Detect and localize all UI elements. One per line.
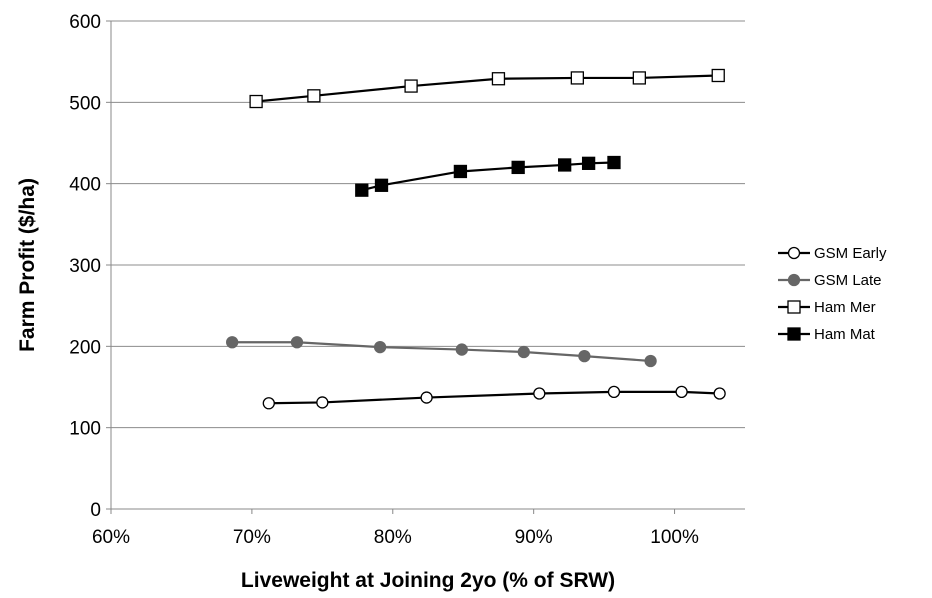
data-point-gsm-late	[644, 354, 657, 368]
data-point-gsm-late	[455, 343, 468, 356]
y-tick-label: 0	[90, 500, 101, 521]
data-point-gsm-late	[226, 336, 239, 349]
data-point-gsm-early	[262, 397, 275, 410]
data-point-gsm-early	[533, 387, 546, 400]
legend: GSM Early GSM Late Ham Mer Ham Mat	[778, 245, 887, 343]
series	[226, 68, 726, 410]
data-point-gsm-early	[713, 387, 726, 400]
legend-item-ham-mat: Ham Mat	[778, 326, 876, 343]
data-point-ham-mat	[511, 160, 525, 175]
legend-marker	[787, 327, 801, 341]
legend-item-gsm-early: GSM Early	[778, 245, 887, 262]
data-point-ham-mer	[570, 71, 584, 85]
x-tick-label: 90%	[515, 527, 553, 548]
legend-item-gsm-late: GSM Late	[778, 272, 882, 289]
gridlines	[111, 20, 745, 429]
data-point-ham-mer	[711, 68, 725, 83]
data-point-ham-mat	[453, 164, 468, 179]
series-line-gsm-early	[268, 390, 720, 405]
y-tick-label: 200	[69, 337, 101, 358]
data-point-ham-mat	[607, 155, 621, 170]
y-tick-label: 300	[69, 256, 101, 277]
series-line-ham-mer	[256, 74, 719, 103]
data-point-ham-mer	[632, 71, 646, 85]
tick-labels: 0 100 200 300 400 500 600 60% 70% 80% 90% 100%	[69, 12, 699, 548]
legend-label: Ham Mat	[814, 326, 876, 343]
legend-marker	[787, 300, 801, 314]
x-tick-label: 80%	[374, 527, 412, 548]
data-point-gsm-early	[316, 396, 329, 409]
series-ham-mat	[355, 155, 621, 197]
series-line-ham-mat	[361, 161, 615, 192]
data-point-ham-mat	[355, 183, 369, 197]
data-point-ham-mer	[307, 89, 321, 103]
data-point-ham-mer	[491, 72, 506, 86]
x-tick-label: 60%	[92, 527, 130, 548]
y-tick-label: 600	[69, 12, 101, 33]
y-axis-title: Farm Profit ($/ha)	[16, 178, 39, 352]
legend-marker	[787, 273, 801, 287]
data-point-ham-mat	[581, 156, 596, 170]
series-ham-mer	[249, 68, 725, 109]
x-tick-label: 100%	[650, 527, 699, 548]
legend-label: GSM Late	[814, 272, 882, 289]
data-point-ham-mer	[249, 94, 263, 109]
series-gsm-late	[226, 336, 657, 368]
data-point-ham-mer	[404, 79, 418, 93]
legend-label: GSM Early	[814, 245, 887, 262]
x-axis-title: Liveweight at Joining 2yo (% of SRW)	[241, 569, 615, 592]
data-point-ham-mat	[558, 158, 572, 172]
data-point-gsm-early	[607, 385, 621, 399]
y-tick-label: 100	[69, 419, 101, 440]
data-point-gsm-early	[675, 385, 688, 399]
legend-item-ham-mer: Ham Mer	[778, 299, 876, 316]
y-tick-label: 400	[69, 175, 101, 196]
legend-marker	[787, 246, 801, 260]
y-tick-label: 500	[69, 93, 101, 114]
data-point-gsm-early	[420, 391, 433, 404]
legend-label: Ham Mer	[814, 299, 876, 316]
series-gsm-early	[262, 385, 726, 410]
data-point-gsm-late	[578, 349, 591, 363]
x-tick-label: 70%	[233, 527, 271, 548]
data-point-gsm-late	[373, 340, 387, 354]
data-point-gsm-late	[517, 345, 530, 359]
data-point-gsm-late	[290, 336, 304, 349]
data-point-ham-mat	[374, 178, 389, 192]
